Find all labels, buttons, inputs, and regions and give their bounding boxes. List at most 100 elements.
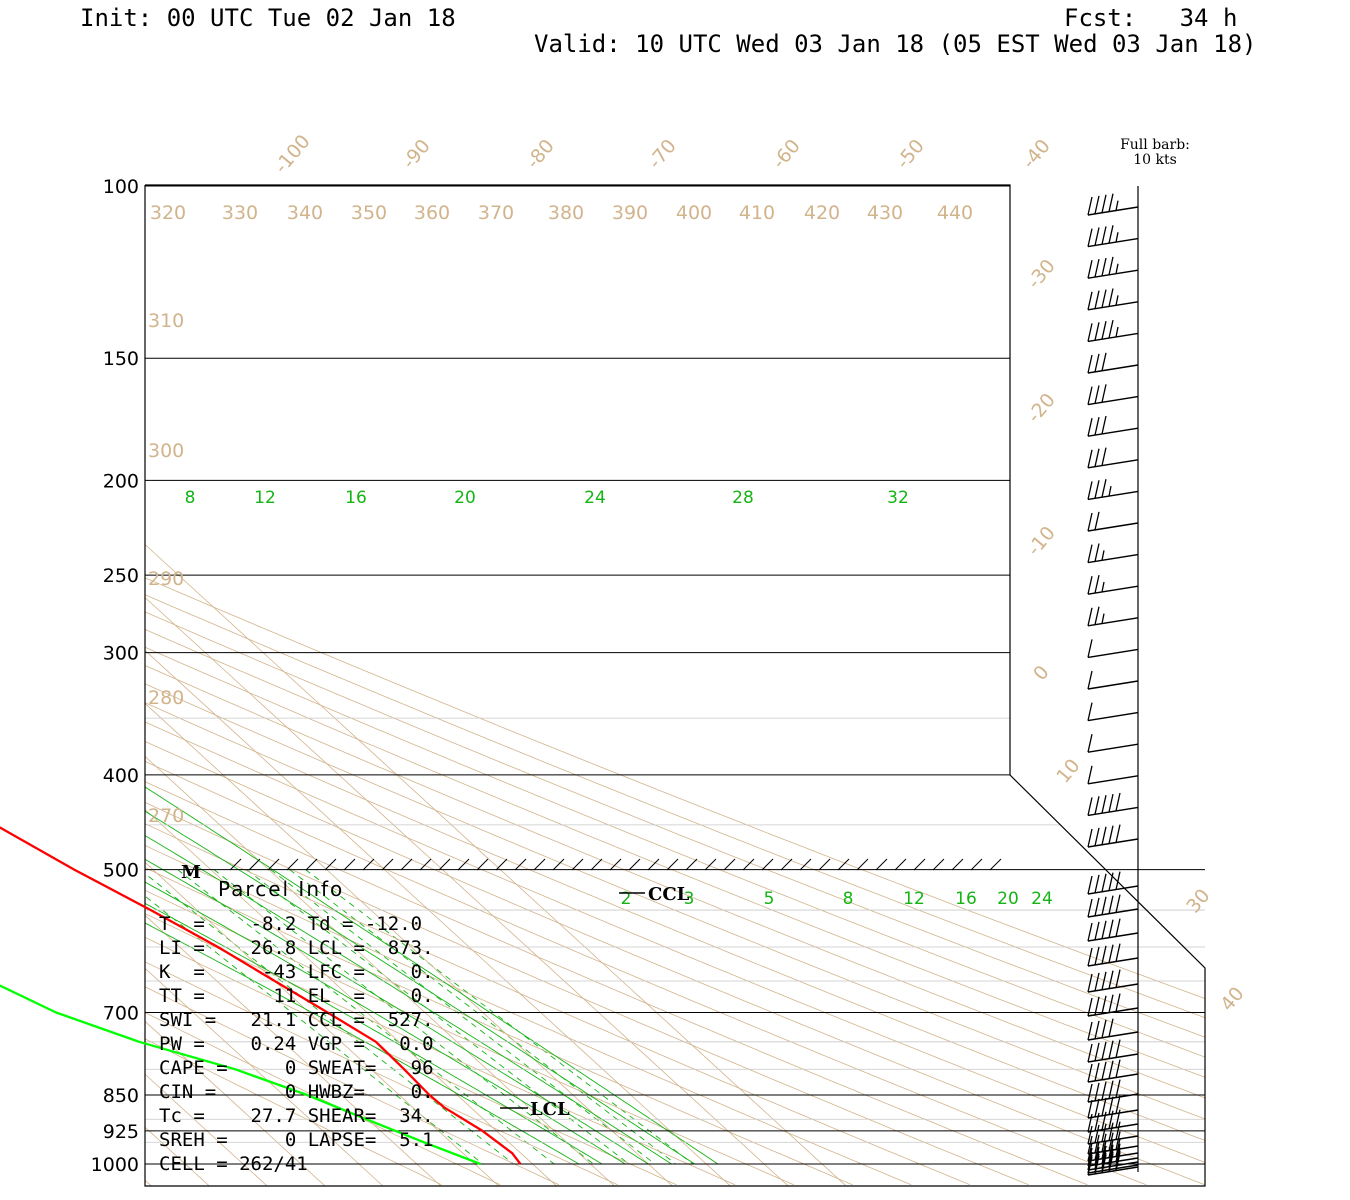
wind-barb bbox=[1087, 969, 1139, 993]
barb-flag bbox=[1108, 1144, 1114, 1163]
wind-barb bbox=[1087, 543, 1139, 564]
full-grid bbox=[0, 150, 1205, 1200]
hatch-mark bbox=[609, 858, 622, 871]
wind-barb bbox=[1087, 1143, 1139, 1167]
barb-flag bbox=[1094, 1062, 1100, 1082]
hatch-mark bbox=[951, 858, 964, 871]
barb-flag bbox=[1101, 896, 1107, 915]
theta-label: 420 bbox=[804, 202, 840, 224]
barb-shaft bbox=[1087, 459, 1139, 469]
barb-flag bbox=[1115, 1079, 1121, 1098]
barb-flag bbox=[1115, 1143, 1121, 1162]
barb-flag bbox=[1094, 480, 1100, 499]
hatch-mark bbox=[989, 858, 1002, 871]
barb-shaft bbox=[1087, 838, 1139, 848]
barb-shaft bbox=[1087, 1166, 1139, 1176]
barb-flag bbox=[1101, 1061, 1107, 1080]
hatch-mark bbox=[913, 858, 926, 871]
barb-flag bbox=[1087, 898, 1093, 918]
mixing-ratio-line bbox=[246, 870, 630, 1165]
barb-flag bbox=[1101, 873, 1107, 892]
theta-label: 340 bbox=[287, 202, 323, 224]
barb-shaft bbox=[1087, 617, 1139, 627]
parcel-info-row: SWI = 21.1 CCL = 527. bbox=[159, 1009, 434, 1031]
barb-flag bbox=[1094, 448, 1100, 467]
barb-flag bbox=[1115, 1147, 1121, 1166]
barb-flag bbox=[1115, 792, 1121, 812]
isotherm-line bbox=[0, 150, 109, 1200]
barb-flag bbox=[1087, 1063, 1093, 1083]
barb-flag bbox=[1101, 1019, 1107, 1038]
barb-flag bbox=[1108, 793, 1114, 813]
wind-barb bbox=[1087, 193, 1139, 216]
barb-flag bbox=[1094, 897, 1100, 917]
barb-flag bbox=[1108, 193, 1114, 212]
barb-flag bbox=[1087, 1125, 1093, 1145]
barb-flag bbox=[1101, 1133, 1107, 1152]
barb-shaft bbox=[1087, 364, 1139, 374]
isotherm-label: -10 bbox=[1023, 522, 1060, 560]
hatch-mark bbox=[514, 858, 527, 871]
barb-flag bbox=[1108, 288, 1114, 307]
mixing-ratio-line bbox=[305, 870, 694, 1165]
hatch-mark bbox=[552, 858, 565, 871]
hatch-mark bbox=[324, 858, 337, 871]
temperature-curve bbox=[0, 826, 522, 1165]
theta-label: 380 bbox=[548, 202, 584, 224]
barb-flag bbox=[1101, 321, 1107, 340]
parcel-info-title: Parcel Info bbox=[218, 877, 344, 901]
barb-shaft bbox=[1087, 395, 1139, 406]
barb-flag bbox=[1094, 195, 1100, 215]
barb-flag bbox=[1094, 921, 1100, 941]
barb-shaft bbox=[1087, 806, 1139, 817]
barb-flag bbox=[1094, 353, 1100, 373]
isotherm-line bbox=[145, 185, 341, 1186]
wind-barb bbox=[1087, 1109, 1139, 1133]
hatch-mark bbox=[457, 858, 470, 871]
barb-flag bbox=[1094, 1146, 1100, 1166]
barb-legend-line2: 10 kts bbox=[1133, 152, 1177, 168]
dry-adiabat bbox=[145, 185, 1205, 1186]
wind-barb bbox=[1087, 918, 1139, 942]
barb-flag bbox=[1087, 260, 1093, 279]
parcel-info-row: SREH = 0 LAPSE= 5.1 bbox=[159, 1129, 434, 1151]
hatch-mark bbox=[571, 858, 584, 871]
barb-shaft bbox=[1087, 585, 1139, 595]
barb-flag bbox=[1087, 323, 1093, 342]
dry-adiabat bbox=[145, 185, 1147, 1186]
mixing-ratio-label: 2 bbox=[621, 889, 632, 909]
barb-flag bbox=[1108, 895, 1114, 914]
theta-label: 360 bbox=[414, 202, 450, 224]
dry-adiabat bbox=[145, 185, 442, 1186]
pressure-label: 250 bbox=[103, 565, 139, 587]
barb-flag bbox=[1087, 875, 1093, 895]
barb-flag bbox=[1094, 574, 1100, 594]
barb-flag bbox=[1094, 1141, 1100, 1161]
barb-legend: Full barb: 10 kts bbox=[1100, 138, 1210, 168]
barb-flag bbox=[1087, 1135, 1093, 1155]
barb-flag bbox=[1101, 1081, 1107, 1100]
parcel-info-row: CIN = 0 HWBZ= 0. bbox=[159, 1081, 434, 1103]
barb-flag bbox=[1087, 1156, 1093, 1176]
barb-flag bbox=[1094, 227, 1100, 246]
barb-flag bbox=[1087, 544, 1093, 563]
barb-flag bbox=[1115, 1152, 1121, 1171]
barb-flag bbox=[1087, 922, 1093, 942]
barb-flag bbox=[1101, 194, 1107, 213]
theta-label: 400 bbox=[676, 202, 712, 224]
barb-flag bbox=[1101, 415, 1107, 435]
forecast-hour: Fcst: 34 h bbox=[1064, 4, 1238, 32]
barb-shaft bbox=[1087, 775, 1139, 785]
barb-flag bbox=[1101, 1140, 1107, 1159]
barb-flag bbox=[1115, 918, 1121, 937]
barb-flag bbox=[1087, 1043, 1093, 1063]
dry-adiabat bbox=[145, 185, 1205, 1186]
hatch-mark bbox=[837, 858, 850, 871]
barb-flag bbox=[1087, 291, 1093, 310]
marker-label: M bbox=[181, 862, 201, 883]
dry-adiabat bbox=[145, 185, 971, 1186]
dry-adiabat bbox=[145, 185, 1205, 1186]
dry-adiabat bbox=[145, 185, 1205, 1186]
wind-barb bbox=[1087, 734, 1139, 753]
